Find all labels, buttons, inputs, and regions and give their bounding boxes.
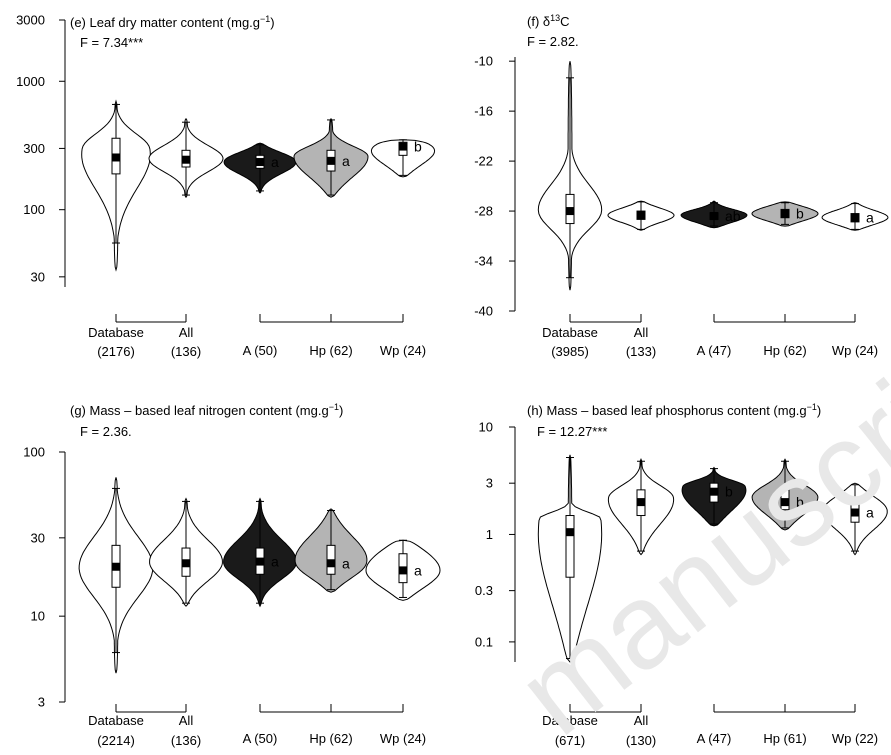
f-statistic: F = 2.82.	[527, 34, 579, 49]
median-marker	[182, 559, 190, 568]
x-label-n: (3985)	[551, 344, 589, 359]
chart-panel-2: (g) Mass – based leaf nitrogen content (…	[23, 402, 441, 748]
median-marker	[327, 559, 335, 568]
panel-title: (e) Leaf dry matter content (mg.g−1)	[70, 14, 275, 30]
median-marker	[781, 209, 789, 218]
median-marker	[566, 207, 574, 216]
panel-title: (h) Mass – based leaf phosphorus content…	[527, 402, 821, 418]
y-tick-label: -10	[474, 54, 493, 69]
y-tick-label: 1000	[16, 74, 45, 89]
chart-panel-1: (f) δ13C F = 2.82. -40 -34 -28 -22 -16 -10 Datab…	[474, 13, 889, 359]
x-label: Database	[88, 713, 144, 728]
median-marker	[637, 498, 645, 507]
y-tick-label: 3000	[16, 13, 45, 28]
iqr-box	[565, 515, 575, 578]
x-label-n: (2214)	[97, 733, 135, 748]
x-label-n: (2176)	[97, 344, 135, 359]
median-marker	[566, 528, 574, 537]
y-tick-label: 30	[31, 269, 45, 284]
y-tick-label: 300	[23, 141, 45, 156]
x-label: Wp (24)	[832, 343, 878, 358]
x-label-n: (136)	[171, 733, 201, 748]
y-tick-label: -28	[474, 204, 493, 219]
x-label: Database	[88, 325, 144, 340]
group-letter: b	[796, 494, 804, 510]
x-label: All	[634, 325, 649, 340]
x-label: Hp (61)	[763, 731, 806, 746]
group-letter: b	[414, 139, 422, 155]
x-label: A (50)	[243, 343, 278, 358]
group-letter: a	[271, 154, 279, 170]
median-marker	[710, 212, 718, 221]
panel-title: (g) Mass – based leaf nitrogen content (…	[70, 402, 343, 418]
group-letter: a	[866, 505, 874, 521]
group-letter: a	[271, 554, 279, 570]
group-letter: a	[342, 153, 350, 169]
y-tick-label: 3	[486, 476, 493, 491]
group-letter: ab	[725, 208, 741, 224]
x-label: Database	[542, 325, 598, 340]
x-label: A (47)	[697, 731, 732, 746]
y-tick-label: 10	[479, 420, 493, 435]
y-tick-label: 100	[23, 445, 45, 460]
x-label: Wp (24)	[380, 731, 426, 746]
y-tick-label: 1	[486, 527, 493, 542]
y-tick-label: -22	[474, 154, 493, 169]
y-tick-label: -34	[474, 254, 493, 269]
f-statistic: F = 7.34***	[80, 35, 143, 50]
x-label: Database	[542, 713, 598, 728]
median-marker	[182, 155, 190, 164]
median-marker	[399, 142, 407, 151]
y-tick-label: -40	[474, 304, 493, 319]
median-marker	[637, 211, 645, 220]
y-tick-label: 0.1	[475, 634, 493, 649]
x-label: Hp (62)	[309, 731, 352, 746]
median-marker	[112, 562, 120, 571]
x-label: Hp (62)	[309, 343, 352, 358]
median-marker	[256, 557, 264, 566]
median-marker	[399, 566, 407, 575]
group-letter: b	[725, 484, 733, 500]
x-label: Wp (24)	[380, 343, 426, 358]
y-tick-label: 100	[23, 202, 45, 217]
group-letter: b	[796, 206, 804, 222]
x-label: Hp (62)	[763, 343, 806, 358]
chart-panel-0: (e) Leaf dry matter content (mg.g−1) F = …	[16, 13, 436, 359]
group-letter: a	[866, 210, 874, 226]
f-statistic: F = 12.27***	[537, 424, 607, 439]
y-tick-label: 3	[38, 695, 45, 710]
x-label-n: (671)	[555, 733, 585, 748]
median-marker	[710, 487, 718, 496]
f-statistic: F = 2.36.	[80, 424, 132, 439]
x-label: All	[179, 325, 194, 340]
y-tick-label: 10	[31, 609, 45, 624]
median-marker	[781, 498, 789, 507]
panel-title: (f) δ13C	[527, 13, 570, 29]
group-letter: a	[414, 562, 422, 578]
x-label: A (50)	[243, 731, 278, 746]
x-label: All	[634, 713, 649, 728]
x-label: Wp (22)	[832, 731, 878, 746]
x-label: All	[179, 713, 194, 728]
y-tick-label: 0.3	[475, 583, 493, 598]
group-letter: a	[342, 555, 350, 571]
median-marker	[851, 508, 859, 517]
y-tick-label: -16	[474, 104, 493, 119]
x-label-n: (136)	[171, 344, 201, 359]
median-marker	[112, 153, 120, 162]
median-marker	[327, 156, 335, 165]
x-label-n: (130)	[626, 733, 656, 748]
y-tick-label: 30	[31, 530, 45, 545]
median-marker	[851, 213, 859, 222]
chart-panel-3: (h) Mass – based leaf phosphorus content…	[475, 402, 888, 748]
median-marker	[256, 158, 264, 167]
x-label: A (47)	[697, 343, 732, 358]
x-label-n: (133)	[626, 344, 656, 359]
